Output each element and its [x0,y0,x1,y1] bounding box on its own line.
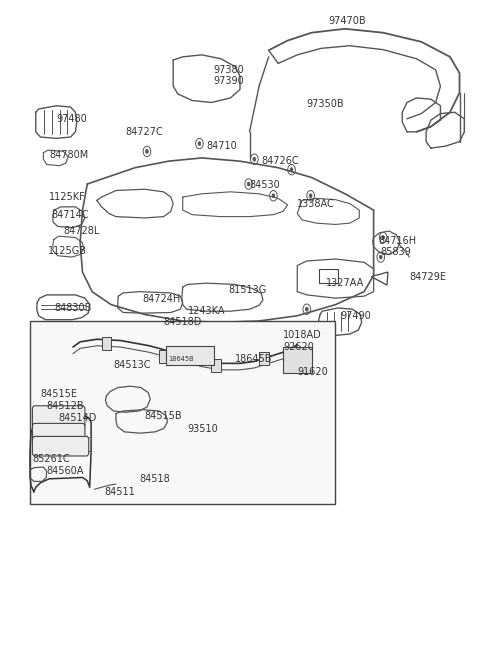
Text: 84830B: 84830B [54,303,91,313]
Circle shape [272,194,275,198]
Text: 84560A: 84560A [47,466,84,476]
Text: 1125GB: 1125GB [48,246,87,255]
Circle shape [309,194,312,198]
Text: 84514D: 84514D [59,413,97,422]
Text: 84512B: 84512B [46,401,84,411]
Text: 84530: 84530 [250,180,280,191]
Text: 97380: 97380 [214,65,244,75]
Circle shape [290,168,293,172]
Text: 84511: 84511 [104,487,135,497]
Circle shape [253,157,256,161]
Text: 84780M: 84780M [49,149,88,160]
Text: 97490: 97490 [340,310,371,321]
Circle shape [198,141,201,145]
Circle shape [305,307,308,311]
Bar [211,359,221,372]
Bar [283,347,312,373]
Text: 84724H: 84724H [142,295,180,305]
FancyBboxPatch shape [33,423,85,441]
Bar [319,269,338,283]
Text: 84518: 84518 [140,474,170,484]
FancyBboxPatch shape [33,405,85,428]
Text: 84714C: 84714C [51,210,89,220]
Text: 1338AC: 1338AC [297,198,335,208]
Text: 84716H: 84716H [378,236,417,246]
Text: 85839: 85839 [381,248,411,257]
Text: 18645B: 18645B [235,354,273,364]
FancyBboxPatch shape [33,436,89,456]
Text: 84728L: 84728L [63,226,100,236]
Text: 97390: 97390 [214,76,244,86]
Text: 1018AD: 1018AD [283,330,322,341]
Text: 93510: 93510 [188,424,218,434]
Text: 84727C: 84727C [125,127,163,137]
Text: 18645B: 18645B [168,356,194,362]
Text: 84515E: 84515E [40,389,78,399]
Text: 1243KA: 1243KA [188,306,225,316]
Text: 84513C: 84513C [114,360,151,370]
Bar [159,350,168,363]
Bar [259,352,269,365]
Text: 1327AA: 1327AA [326,278,364,288]
Text: 81513G: 81513G [228,285,266,295]
Circle shape [379,255,382,259]
Text: 84515B: 84515B [144,411,182,421]
Text: 1125KF: 1125KF [49,192,86,202]
Text: 85261C: 85261C [33,455,70,464]
Text: 97350B: 97350B [307,99,345,109]
Text: 84710: 84710 [206,141,237,151]
Bar [30,321,336,504]
Circle shape [110,331,113,335]
Text: 97470B: 97470B [328,16,366,26]
Circle shape [145,149,148,153]
Text: 91620: 91620 [297,367,328,377]
Bar [102,337,111,350]
Text: 92620: 92620 [283,342,314,352]
Text: 84518D: 84518D [164,317,202,328]
Text: 84729E: 84729E [409,272,446,282]
Circle shape [382,236,384,240]
Text: 97480: 97480 [56,114,87,124]
Bar [166,346,214,365]
Circle shape [247,182,250,186]
Text: 84726C: 84726C [262,156,299,166]
